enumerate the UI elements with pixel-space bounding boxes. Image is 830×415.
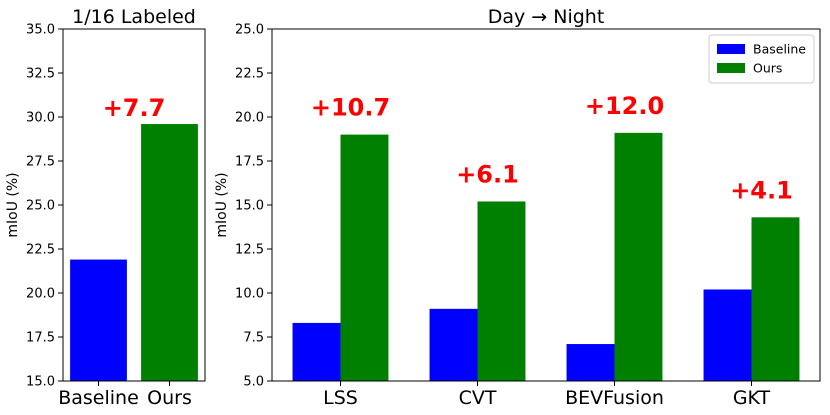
left-ytick-label: 35.0 [26, 23, 55, 38]
right-chart-title: Day → Night [488, 6, 605, 28]
right-bar-baseline-gkt [703, 289, 752, 381]
right-delta-label: +12.0 [585, 92, 664, 120]
right-bar-baseline-bevfusion [566, 344, 615, 381]
left-bar-ours [141, 124, 198, 381]
left-ytick-label: 25.0 [26, 199, 55, 214]
legend-label-baseline: Baseline [753, 42, 806, 57]
right-category-label: LSS [323, 387, 358, 409]
left-ytick-label: 32.5 [26, 67, 55, 82]
legend-swatch-baseline [717, 44, 745, 54]
right-ytick-label: 7.5 [243, 331, 264, 346]
right-ytick-label: 15.0 [235, 199, 264, 214]
right-bar-ours-lss [340, 134, 389, 381]
legend: Baseline Ours [708, 34, 815, 84]
right-delta-label: +10.7 [311, 94, 390, 122]
right-ytick-label: 22.5 [235, 67, 264, 82]
right-bar-ours-cvt [477, 201, 526, 381]
legend-label-ours: Ours [753, 61, 782, 76]
chart-left: 15.0 17.5 20.0 22.5 25.0 27.5 30.0 32.5 35.0 mIoU… [5, 6, 206, 409]
left-plot-frame [62, 28, 206, 382]
left-y-axis-label: mIoU (%) [5, 172, 21, 237]
legend-swatch-ours [717, 63, 745, 73]
right-category-label: BEVFusion [565, 387, 664, 409]
right-bar-ours-bevfusion [614, 132, 663, 381]
right-delta-label: +6.1 [456, 160, 519, 188]
right-bar-baseline-cvt [429, 308, 478, 381]
right-ytick-label: 17.5 [235, 155, 264, 170]
right-ytick-label: 10.0 [235, 287, 264, 302]
right-y-axis-label: mIoU (%) [214, 172, 230, 237]
left-ytick-label: 30.0 [26, 111, 55, 126]
left-ytick-label: 20.0 [26, 287, 55, 302]
right-ytick-label: 5.0 [243, 375, 264, 390]
right-bar-baseline-lss [292, 322, 341, 381]
left-ytick-label: 27.5 [26, 155, 55, 170]
right-bar-ours-gkt [751, 217, 800, 381]
right-ytick-label: 25.0 [235, 23, 264, 38]
left-bar-baseline [70, 259, 127, 381]
right-plot-frame [271, 28, 821, 382]
left-ytick-label: 15.0 [26, 375, 55, 390]
right-ytick-label: 20.0 [235, 111, 264, 126]
left-category-label: Baseline [58, 387, 139, 409]
left-chart-title: 1/16 Labeled [72, 6, 196, 28]
right-category-label: GKT [733, 387, 771, 409]
left-delta-label: +7.7 [103, 94, 166, 122]
chart-right: 5.0 7.5 10.0 12.5 15.0 17.5 20.0 22.5 25.0 mIoU (… [214, 6, 821, 409]
left-ytick-label: 22.5 [26, 243, 55, 258]
right-ytick-label: 12.5 [235, 243, 264, 258]
right-delta-label: +4.1 [730, 176, 793, 204]
right-category-label: CVT [459, 387, 497, 409]
left-category-label: Ours [147, 387, 192, 409]
left-ytick-label: 17.5 [26, 331, 55, 346]
